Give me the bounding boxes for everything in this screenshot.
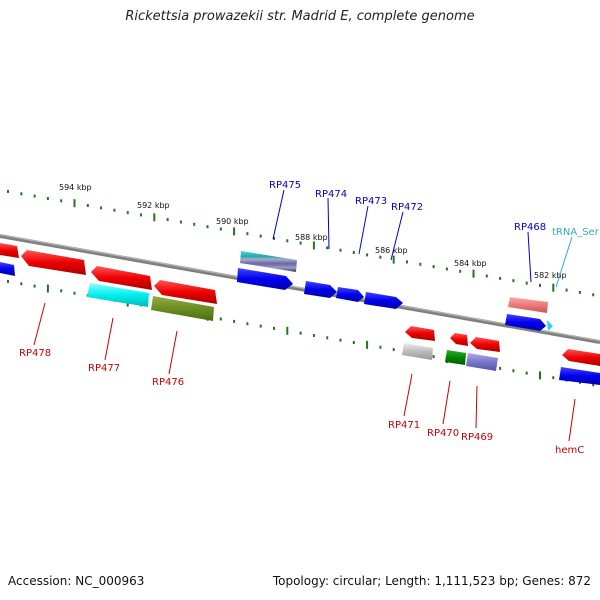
gene-labels-reverse: RP478 RP477 RP476 RP471 RP470 RP469 hemC [19,348,584,456]
gene-label-rp468: RP468 [514,222,546,233]
reverse-genes [0,243,600,385]
gene-rp474 [304,281,337,298]
gene-label-hemc: hemC [555,445,584,456]
gene-rp471-g [402,343,433,360]
gene-rp472 [364,292,403,309]
gene-rp475-b [237,268,293,290]
gene-rp469 [470,337,500,352]
gene-rp468-s [508,297,548,313]
gene-label-rp473: RP473 [355,196,387,207]
scale-label: 584 kbp [454,259,487,268]
gene-rp478 [21,250,86,275]
label-leaders [33,189,576,442]
backbone [0,234,600,344]
gene-label-rp474: RP474 [315,189,347,200]
scale-label: 592 kbp [137,201,170,210]
forward-genes [0,251,553,331]
gene-trna-ser [547,320,553,331]
accession-text: Accession: NC_000963 [8,574,145,588]
gene-label-rp469: RP469 [461,432,493,443]
gene-label-rp475: RP475 [269,180,301,191]
gene-left-b [0,262,15,276]
gene-rp470 [450,333,468,346]
gene-rp471 [405,326,435,341]
gene-label-rp471: RP471 [388,420,420,431]
gene-label-rp477: RP477 [88,363,120,374]
scale-label: 586 kbp [375,246,408,255]
gene-label-trna-ser: tRNA_Ser [552,227,600,238]
scale-labels: 594 kbp 592 kbp 590 kbp 588 kbp 586 kbp … [59,183,567,280]
gene-rp469-p [466,353,498,371]
gene-rp475 [240,251,297,272]
gene-rp477 [91,266,152,290]
gene-rp468 [505,314,546,331]
genome-summary-text: Topology: circular; Length: 1,111,523 bp… [272,574,591,588]
gene-rp476 [154,280,217,304]
gene-label-rp476: RP476 [152,377,184,388]
gene-left-r [0,243,19,258]
scale-label: 588 kbp [295,233,328,242]
gene-rp477-c [87,283,149,307]
gene-label-rp472: RP472 [391,202,423,213]
gene-rp470-g [445,350,466,365]
gene-label-rp470: RP470 [427,428,459,439]
scale-label: 582 kbp [534,271,567,280]
gene-hemc [562,349,600,366]
scale-label: 590 kbp [216,217,249,226]
gene-rp476-o [151,296,214,321]
scale-label: 594 kbp [59,183,92,192]
gene-label-rp478: RP478 [19,348,51,359]
gene-hemc-b [559,367,600,385]
map-title: Rickettsia prowazekii str. Madrid E, com… [125,9,475,24]
gene-rp473 [336,287,364,302]
gene-labels-forward: RP475 RP474 RP473 RP472 RP468 tRNA_Ser [269,180,600,238]
